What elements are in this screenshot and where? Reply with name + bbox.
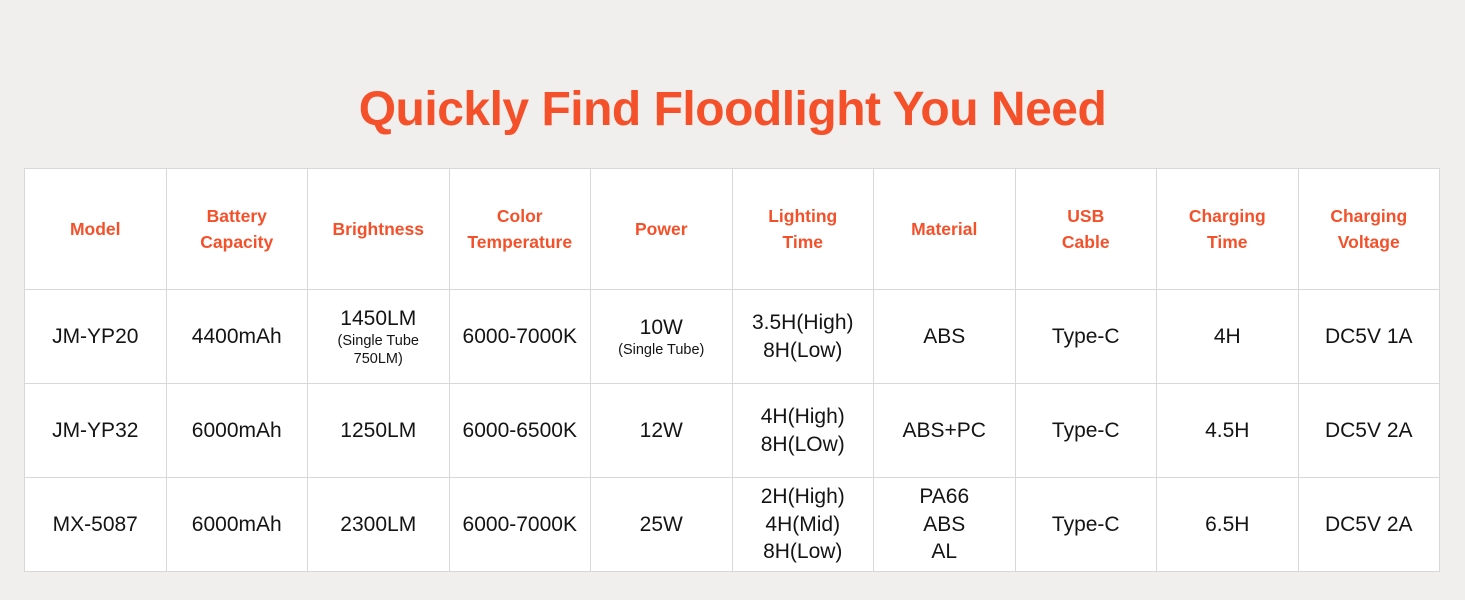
column-header-brightness: Brightness (307, 168, 450, 290)
table-row-mx-5087: MX-5087 6000mAh 2300LM 6000-7000K 25W 2H… (24, 477, 1440, 572)
model-value: JM-YP32 (52, 418, 139, 442)
color-temperature-value: 6000-7000K (462, 512, 577, 536)
cell-charging-time: 4H (1156, 289, 1299, 384)
power-value: 25W (639, 512, 683, 536)
page-title: Quickly Find Floodlight You Need (358, 83, 1107, 136)
column-header-lighting-time: Lighting Time (731, 168, 874, 290)
cell-power: 10W (Single Tube) (590, 289, 733, 384)
battery-capacity-value: 6000mAh (191, 512, 282, 536)
model-value: MX-5087 (52, 512, 138, 536)
cell-charging-voltage: DC5V 2A (1297, 383, 1440, 478)
cell-charging-voltage: DC5V 2A (1297, 477, 1440, 572)
lighting-time-value: 3.5H(High) 8H(Low) (751, 310, 854, 362)
table-header: Model Battery Capacity Brightness Color … (24, 168, 1440, 290)
cell-usb-cable: Type-C (1014, 289, 1157, 384)
brightness-value: 1250LM (340, 418, 417, 442)
cell-brightness: 1450LM (Single Tube 750LM) (307, 289, 450, 384)
cell-power: 12W (590, 383, 733, 478)
charging-time-value: 6.5H (1205, 512, 1250, 536)
battery-capacity-value: 6000mAh (191, 418, 282, 442)
lighting-time-value: 4H(High) 8H(LOw) (760, 404, 845, 456)
power-value: 10W (639, 315, 683, 339)
cell-brightness: 2300LM (307, 477, 450, 572)
cell-lighting-time: 4H(High) 8H(LOw) (731, 383, 874, 478)
cell-brightness: 1250LM (307, 383, 450, 478)
column-header-color-temperature: Color Temperature (448, 168, 591, 290)
table-row-jm-yp20: JM-YP20 4400mAh 1450LM (Single Tube 750LM… (24, 289, 1440, 384)
cell-lighting-time: 2H(High) 4H(Mid) 8H(Low) (731, 477, 874, 572)
table-body: JM-YP20 4400mAh 1450LM (Single Tube 750LM… (24, 289, 1440, 572)
column-header-battery-capacity: Battery Capacity (165, 168, 308, 290)
cell-lighting-time: 3.5H(High) 8H(Low) (731, 289, 874, 384)
charging-voltage-value: DC5V 1A (1324, 324, 1413, 348)
cell-power: 25W (590, 477, 733, 572)
cell-charging-voltage: DC5V 1A (1297, 289, 1440, 384)
table-row-jm-yp32: JM-YP32 6000mAh 1250LM 6000-6500K 12W 4H… (24, 383, 1440, 478)
column-header-charging-voltage: Charging Voltage (1297, 168, 1440, 290)
cell-model: MX-5087 (24, 477, 167, 572)
power-value: 12W (639, 418, 683, 442)
cell-usb-cable: Type-C (1014, 383, 1157, 478)
model-value: JM-YP20 (52, 324, 139, 348)
column-header-power: Power (590, 168, 733, 290)
material-value: ABS (923, 324, 966, 348)
color-temperature-value: 6000-6500K (462, 418, 577, 442)
brightness-value: 1450LM (340, 306, 417, 330)
power-note: (Single Tube) (618, 342, 705, 359)
cell-material: ABS+PC (873, 383, 1016, 478)
cell-material: ABS (873, 289, 1016, 384)
column-header-material: Material (873, 168, 1016, 290)
column-header-usb-cable: USB Cable (1014, 168, 1157, 290)
material-value: ABS+PC (902, 418, 986, 442)
material-value: PA66 ABS AL (919, 484, 970, 564)
cell-model: JM-YP32 (24, 383, 167, 478)
cell-battery-capacity: 6000mAh (165, 383, 308, 478)
battery-capacity-value: 4400mAh (191, 324, 282, 348)
brightness-value: 2300LM (340, 512, 417, 536)
usb-cable-value: Type-C (1051, 418, 1120, 442)
cell-model: JM-YP20 (24, 289, 167, 384)
cell-color-temperature: 6000-7000K (448, 477, 591, 572)
cell-battery-capacity: 6000mAh (165, 477, 308, 572)
floodlight-spec-table: Model Battery Capacity Brightness Color … (24, 168, 1440, 572)
color-temperature-value: 6000-7000K (462, 324, 577, 348)
usb-cable-value: Type-C (1051, 512, 1120, 536)
column-header-charging-time: Charging Time (1156, 168, 1299, 290)
charging-time-value: 4H (1213, 324, 1241, 348)
cell-usb-cable: Type-C (1014, 477, 1157, 572)
header-row: Model Battery Capacity Brightness Color … (24, 168, 1440, 290)
cell-charging-time: 6.5H (1156, 477, 1299, 572)
page: Quickly Find Floodlight You Need Model B… (0, 0, 1465, 572)
charging-voltage-value: DC5V 2A (1324, 512, 1413, 536)
charging-voltage-value: DC5V 2A (1324, 418, 1413, 442)
cell-color-temperature: 6000-6500K (448, 383, 591, 478)
cell-battery-capacity: 4400mAh (165, 289, 308, 384)
lighting-time-value: 2H(High) 4H(Mid) 8H(Low) (760, 484, 845, 564)
brightness-note: (Single Tube 750LM) (337, 333, 419, 368)
column-header-model: Model (24, 168, 167, 290)
charging-time-value: 4.5H (1205, 418, 1250, 442)
cell-color-temperature: 6000-7000K (448, 289, 591, 384)
cell-charging-time: 4.5H (1156, 383, 1299, 478)
usb-cable-value: Type-C (1051, 324, 1120, 348)
cell-material: PA66 ABS AL (873, 477, 1016, 572)
